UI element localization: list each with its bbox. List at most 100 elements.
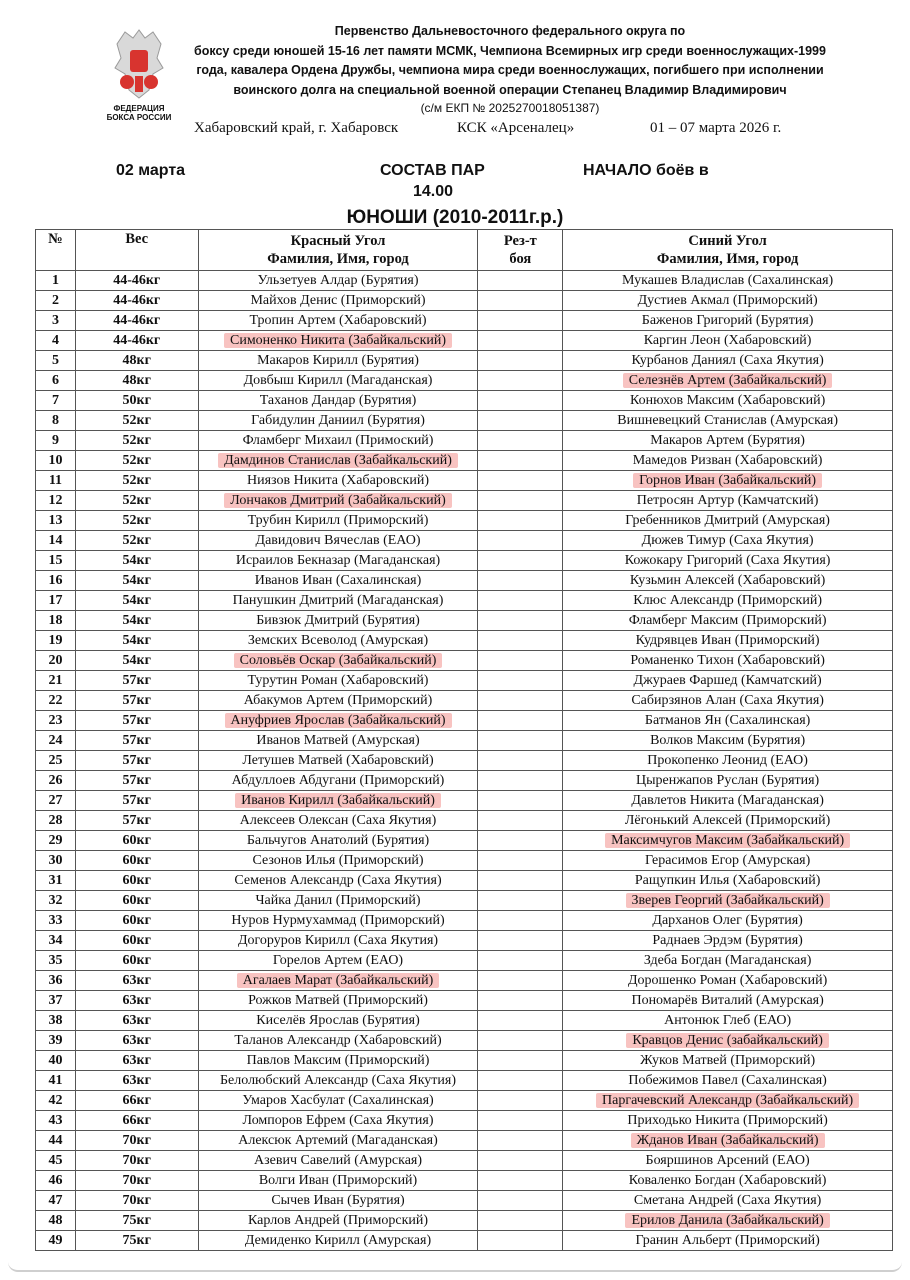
cell-weight-text: 57кг bbox=[122, 772, 151, 788]
logo-text-line: ФЕДЕРАЦИЯ bbox=[113, 104, 165, 113]
cell-weight-text: 57кг bbox=[122, 792, 151, 808]
cell-num-text: 20 bbox=[48, 652, 63, 668]
cell-red-boxer-text: Габидулин Даниил (Бурятия) bbox=[251, 412, 425, 428]
cell-blue-boxer-text: Каргин Леон (Хабаровский) bbox=[643, 332, 812, 348]
cell-red-boxer-text: Ломпоров Ефрем (Саха Якутия) bbox=[242, 1112, 434, 1128]
table-row: 39 63кг Таланов Александр (Хабаровский) Кра… bbox=[35, 1030, 893, 1051]
cell-weight-text: 57кг bbox=[122, 752, 151, 768]
table-row: 8 52кг Габидулин Даниил (Бурятия) Вишневецк… bbox=[35, 410, 893, 431]
cell-result bbox=[477, 330, 564, 351]
cell-blue-boxer: Прокопенко Леонид (ЕАО) bbox=[562, 750, 893, 771]
cell-red-boxer: Волги Иван (Приморский) bbox=[197, 1170, 479, 1191]
start-label: НАЧАЛО боёв в bbox=[583, 162, 709, 179]
cell-num: 39 bbox=[35, 1030, 76, 1051]
cell-weight: 63кг bbox=[74, 1070, 199, 1091]
cell-weight-text: 52кг bbox=[122, 432, 151, 448]
page-frame bbox=[8, 4, 902, 1272]
cell-num-text: 18 bbox=[48, 612, 63, 628]
cell-blue-boxer-text: Макаров Артем (Бурятия) bbox=[650, 432, 805, 448]
cell-num: 41 bbox=[35, 1070, 76, 1091]
cell-num: 18 bbox=[35, 610, 76, 631]
cell-blue-boxer-text: Фламберг Максим (Приморский) bbox=[628, 612, 827, 628]
cell-result bbox=[477, 1090, 564, 1111]
cell-red-boxer-text: Сычев Иван (Бурятия) bbox=[271, 1192, 405, 1208]
cell-weight-text: 63кг bbox=[122, 992, 151, 1008]
table-row: 4 44-46кг Симоненко Никита (Забайкальский)… bbox=[35, 330, 893, 351]
cell-blue-boxer: Дорошенко Роман (Хабаровский) bbox=[562, 970, 893, 991]
cell-num-text: 8 bbox=[51, 412, 59, 428]
table-row: 48 75кг Карлов Андрей (Приморский) Ерилов Д… bbox=[35, 1210, 893, 1231]
cell-weight: 52кг bbox=[74, 490, 199, 511]
cell-blue-boxer: Мамедов Ризван (Хабаровский) bbox=[562, 450, 893, 471]
cell-weight: 66кг bbox=[74, 1110, 199, 1131]
table-row: 49 75кг Демиденко Кирилл (Амурская) Гранин … bbox=[35, 1230, 893, 1251]
cell-result bbox=[477, 610, 564, 631]
cell-red-boxer-text: Лончаков Дмитрий (Забайкальский) bbox=[224, 492, 452, 508]
cell-red-boxer: Симоненко Никита (Забайкальский) bbox=[197, 330, 479, 351]
cell-blue-boxer: Кузьмин Алексей (Хабаровский) bbox=[562, 570, 893, 591]
cell-weight-text: 60кг bbox=[122, 952, 151, 968]
table-row: 37 63кг Рожков Матвей (Приморский) Пономарё… bbox=[35, 990, 893, 1011]
cell-weight: 70кг bbox=[74, 1170, 199, 1191]
cell-blue-boxer: Селезнёв Артем (Забайкальский) bbox=[562, 370, 893, 391]
cell-weight-text: 44-46кг bbox=[113, 272, 161, 288]
cell-weight-text: 75кг bbox=[122, 1232, 151, 1248]
cell-num-text: 49 bbox=[48, 1232, 63, 1248]
cell-num-text: 38 bbox=[48, 1012, 63, 1028]
cell-blue-boxer-text: Кожокару Григорий (Саха Якутия) bbox=[624, 552, 831, 568]
cell-result bbox=[477, 550, 564, 571]
cell-red-boxer: Чайка Данил (Приморский) bbox=[197, 890, 479, 911]
cell-red-boxer: Исраилов Бекназар (Магаданская) bbox=[197, 550, 479, 571]
cell-red-boxer: Трубин Кирилл (Приморский) bbox=[197, 510, 479, 531]
cell-num: 12 bbox=[35, 490, 76, 511]
cell-num-text: 44 bbox=[48, 1132, 63, 1148]
cell-red-boxer: Таханов Дандар (Бурятия) bbox=[197, 390, 479, 411]
title-line: воинского долга на специальной военной о… bbox=[233, 82, 787, 97]
cell-weight-text: 57кг bbox=[122, 732, 151, 748]
cell-result bbox=[477, 1230, 564, 1251]
cell-num-text: 39 bbox=[48, 1032, 63, 1048]
col-red-corner: Красный Угол Фамилия, Имя, город bbox=[197, 229, 479, 271]
cell-blue-boxer-text: Ерилов Данила (Забайкальский) bbox=[625, 1212, 830, 1228]
cell-weight-text: 70кг bbox=[122, 1152, 151, 1168]
cell-blue-boxer-text: Дарханов Олег (Бурятия) bbox=[652, 912, 803, 928]
cell-red-boxer-text: Рожков Матвей (Приморский) bbox=[248, 992, 428, 1008]
cell-blue-boxer: Приходько Никита (Приморский) bbox=[562, 1110, 893, 1131]
cell-num: 44 bbox=[35, 1130, 76, 1151]
cell-red-boxer: Рожков Матвей (Приморский) bbox=[197, 990, 479, 1011]
cell-num: 42 bbox=[35, 1090, 76, 1111]
cell-red-boxer: Алексюк Артемий (Магаданская) bbox=[197, 1130, 479, 1151]
ekp-number: (с/м ЕКП № 2025270018051387) bbox=[420, 101, 600, 115]
cell-blue-boxer: Зверев Георгий (Забайкальский) bbox=[562, 890, 893, 911]
cell-num: 27 bbox=[35, 790, 76, 811]
cell-red-boxer-text: Догоруров Кирилл (Саха Якутия) bbox=[237, 932, 439, 948]
cell-result bbox=[477, 950, 564, 971]
cell-red-boxer-text: Азевич Савелий (Амурская) bbox=[254, 1152, 423, 1168]
cell-weight-text: 70кг bbox=[122, 1192, 151, 1208]
cell-result bbox=[477, 730, 564, 751]
cell-red-boxer-text: Таханов Дандар (Бурятия) bbox=[259, 392, 417, 408]
cell-red-boxer: Турутин Роман (Хабаровский) bbox=[197, 670, 479, 691]
cell-blue-boxer-text: Раднаев Эрдэм (Бурятия) bbox=[652, 932, 803, 948]
cell-num-text: 34 bbox=[48, 932, 63, 948]
cell-red-boxer-text: Карлов Андрей (Приморский) bbox=[248, 1212, 429, 1228]
cell-result bbox=[477, 350, 564, 371]
cell-blue-boxer-text: Максимчугов Максим (Забайкальский) bbox=[605, 832, 851, 848]
cell-red-boxer-text: Волги Иван (Приморский) bbox=[258, 1172, 418, 1188]
cell-weight: 54кг bbox=[74, 550, 199, 571]
cell-red-boxer-text: Давидович Вячеслав (ЕАО) bbox=[255, 532, 421, 548]
cell-num-text: 28 bbox=[48, 812, 63, 828]
cell-weight: 57кг bbox=[74, 690, 199, 711]
cell-result bbox=[477, 310, 564, 331]
cell-weight-text: 63кг bbox=[122, 972, 151, 988]
cell-blue-boxer-text: Жданов Иван (Забайкальский) bbox=[630, 1132, 825, 1148]
cell-num: 26 bbox=[35, 770, 76, 791]
cell-red-boxer-text: Симоненко Никита (Забайкальский) bbox=[223, 332, 453, 348]
cell-red-boxer-text: Майхов Денис (Приморский) bbox=[250, 292, 426, 308]
cell-result bbox=[477, 570, 564, 591]
table-row: 26 57кг Абдуллоев Абдугани (Приморский) Цыр… bbox=[35, 770, 893, 791]
cell-num-text: 15 bbox=[48, 552, 63, 568]
cell-blue-boxer-text: Кузьмин Алексей (Хабаровский) bbox=[629, 572, 826, 588]
table-row: 17 54кг Панушкин Дмитрий (Магаданская) Клюс… bbox=[35, 590, 893, 611]
cell-weight-text: 54кг bbox=[122, 612, 151, 628]
